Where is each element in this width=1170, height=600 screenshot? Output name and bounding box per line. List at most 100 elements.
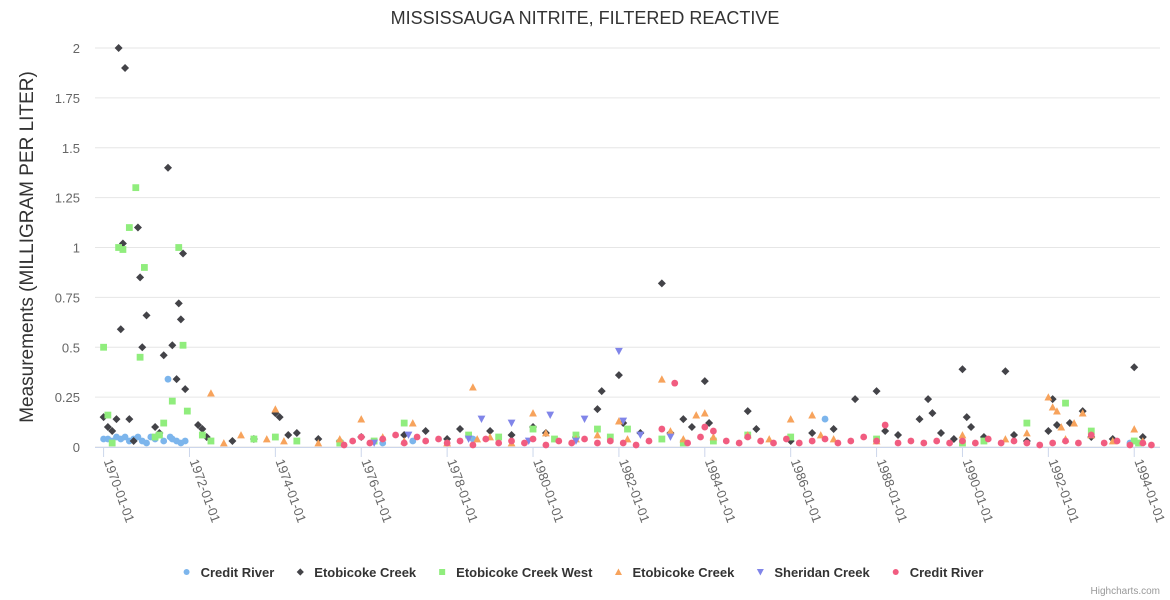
data-point[interactable]: [129, 437, 138, 446]
data-point[interactable]: [933, 437, 941, 445]
data-point[interactable]: [697, 433, 704, 441]
data-point[interactable]: [508, 437, 515, 445]
data-point[interactable]: [175, 244, 183, 251]
data-point[interactable]: [198, 425, 207, 434]
data-point[interactable]: [529, 435, 537, 443]
legend-item[interactable]: Credit River: [892, 565, 984, 580]
data-point[interactable]: [116, 325, 125, 334]
data-point[interactable]: [108, 427, 117, 436]
data-point[interactable]: [198, 431, 206, 439]
data-point[interactable]: [413, 433, 421, 441]
data-point[interactable]: [174, 299, 183, 308]
data-point[interactable]: [1048, 395, 1057, 404]
data-point[interactable]: [138, 343, 147, 352]
data-point[interactable]: [920, 439, 928, 447]
legend-item[interactable]: Etobicoke Creek West: [439, 565, 593, 580]
data-point[interactable]: [636, 431, 645, 439]
data-point[interactable]: [219, 439, 228, 447]
data-point[interactable]: [314, 439, 323, 447]
data-point[interactable]: [400, 439, 408, 447]
data-point[interactable]: [834, 439, 842, 447]
data-point[interactable]: [132, 184, 140, 192]
data-point[interactable]: [700, 409, 709, 417]
data-point[interactable]: [615, 347, 623, 356]
data-point[interactable]: [421, 427, 430, 436]
data-point[interactable]: [555, 437, 563, 445]
data-point[interactable]: [435, 435, 442, 443]
data-point[interactable]: [529, 425, 537, 433]
data-point[interactable]: [542, 441, 550, 449]
data-point[interactable]: [114, 44, 123, 52]
data-point[interactable]: [743, 407, 752, 416]
data-point[interactable]: [1087, 431, 1095, 439]
data-point[interactable]: [151, 433, 159, 441]
data-point[interactable]: [465, 431, 473, 439]
data-point[interactable]: [872, 387, 881, 396]
data-point[interactable]: [1078, 409, 1087, 417]
data-point[interactable]: [658, 435, 666, 443]
data-point[interactable]: [593, 405, 602, 414]
data-point[interactable]: [136, 353, 144, 361]
data-point[interactable]: [409, 437, 417, 445]
data-point[interactable]: [619, 417, 628, 425]
data-point[interactable]: [125, 415, 134, 424]
data-point[interactable]: [580, 415, 589, 423]
data-point[interactable]: [873, 437, 880, 445]
data-point[interactable]: [606, 437, 614, 445]
legend-item[interactable]: Etobicoke Creek: [614, 565, 735, 580]
data-point[interactable]: [456, 437, 464, 445]
data-point[interactable]: [336, 439, 344, 447]
data-point[interactable]: [962, 413, 971, 422]
data-point[interactable]: [1135, 439, 1142, 447]
data-point[interactable]: [194, 421, 203, 430]
data-point[interactable]: [757, 437, 765, 445]
data-point[interactable]: [786, 415, 795, 423]
data-point[interactable]: [156, 431, 163, 439]
data-point[interactable]: [679, 415, 688, 424]
data-point[interactable]: [597, 387, 606, 396]
data-point[interactable]: [482, 435, 490, 443]
data-point[interactable]: [486, 427, 495, 436]
data-point[interactable]: [619, 439, 627, 447]
data-point[interactable]: [469, 441, 477, 449]
data-point[interactable]: [594, 425, 601, 433]
data-point[interactable]: [770, 439, 777, 447]
data-point[interactable]: [1053, 407, 1061, 415]
data-point[interactable]: [722, 437, 730, 445]
data-point[interactable]: [808, 411, 817, 419]
data-point[interactable]: [752, 425, 761, 434]
data-point[interactable]: [1087, 427, 1095, 435]
data-point[interactable]: [181, 385, 190, 394]
data-point[interactable]: [464, 435, 473, 443]
data-point[interactable]: [314, 435, 323, 444]
data-point[interactable]: [581, 435, 588, 443]
data-point[interactable]: [847, 437, 855, 445]
data-point[interactable]: [692, 411, 701, 419]
data-point[interactable]: [782, 435, 790, 443]
data-point[interactable]: [701, 423, 709, 431]
data-point[interactable]: [615, 417, 623, 425]
data-point[interactable]: [1062, 399, 1069, 407]
data-point[interactable]: [958, 431, 967, 439]
data-point[interactable]: [115, 244, 123, 251]
data-point[interactable]: [709, 433, 718, 441]
data-point[interactable]: [271, 433, 279, 441]
data-point[interactable]: [392, 431, 400, 439]
data-point[interactable]: [108, 439, 116, 447]
data-point[interactable]: [366, 439, 374, 447]
legend-item[interactable]: Credit River: [183, 565, 275, 580]
data-point[interactable]: [275, 413, 284, 422]
data-point[interactable]: [1139, 439, 1147, 447]
data-point[interactable]: [1075, 439, 1082, 447]
data-point[interactable]: [507, 431, 516, 440]
data-point[interactable]: [495, 433, 503, 441]
data-point[interactable]: [709, 427, 717, 435]
data-point[interactable]: [140, 264, 148, 271]
data-point[interactable]: [1062, 437, 1069, 445]
data-point[interactable]: [894, 439, 902, 447]
data-point[interactable]: [1070, 419, 1079, 427]
data-point[interactable]: [168, 341, 177, 350]
data-point[interactable]: [709, 437, 717, 445]
data-point[interactable]: [542, 429, 550, 437]
data-point[interactable]: [645, 437, 653, 445]
